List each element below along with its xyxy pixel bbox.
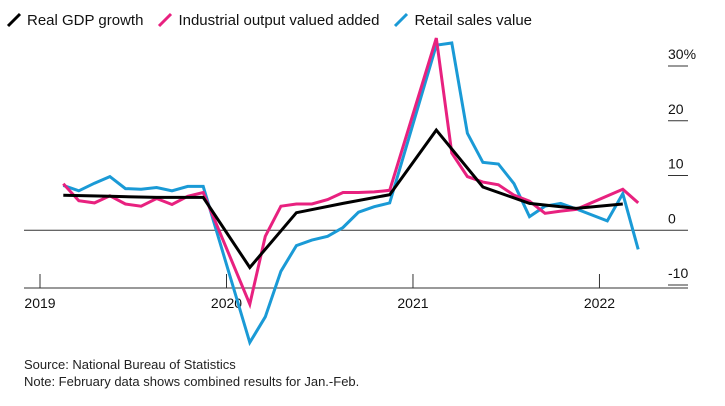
legend-item-industrial: Industrial output valued added [157,12,379,29]
y-tick-label: 10 [668,156,684,172]
legend-swatch-industrial-icon [158,12,173,28]
legend-label-retail: Retail sales value [414,11,532,29]
source-note: Source: National Bureau of Statistics [24,357,236,372]
chart-series [62,37,640,347]
x-tick-label: 2022 [584,295,615,311]
x-tick-label: 2020 [211,295,242,311]
legend-swatch-gdp-icon [6,12,22,28]
y-tick-label: 30% [668,46,696,62]
legend-swatch-retail-icon [394,12,409,28]
series-line-industrial [62,37,640,310]
chart-axes: 30% 20 10 0 -10 2019 2020 2021 2022 [24,46,696,311]
y-tick-label: 0 [668,210,676,226]
footnote: Note: February data shows combined resul… [24,374,360,389]
x-tick-label: 2019 [24,295,55,311]
chart-legend: Real GDP growth Industrial output valued… [6,6,546,34]
legend-item-retail: Retail sales value [393,12,532,29]
series-line-gdp [63,127,623,270]
legend-label-gdp: Real GDP growth [27,11,144,29]
y-tick-label: 20 [668,101,684,117]
y-tick-label: -10 [668,265,688,281]
chart-footer: Source: National Bureau of Statistics No… [24,356,359,390]
legend-label-industrial: Industrial output valued added [178,11,380,29]
x-tick-label: 2021 [397,295,428,311]
legend-item-gdp: Real GDP growth [6,12,143,29]
